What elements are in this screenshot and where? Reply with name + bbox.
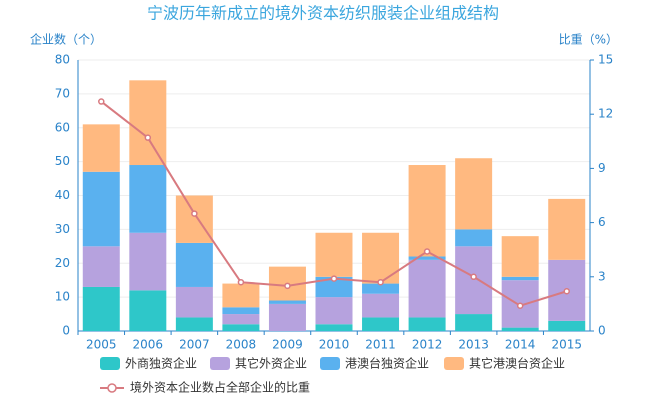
- bar-segment: [222, 324, 260, 331]
- x-tick-label: 2015: [551, 338, 582, 352]
- bar-segment: [82, 246, 120, 287]
- x-tick-label: 2009: [272, 338, 303, 352]
- bar-segment: [315, 232, 353, 277]
- y-tick-label: 0: [62, 324, 70, 338]
- line-point: [237, 278, 245, 286]
- bar-segment: [408, 165, 446, 257]
- bar-segment: [222, 283, 260, 308]
- legend-label: 其它外资企业: [235, 356, 307, 371]
- y-tick-label: 30: [55, 222, 70, 236]
- y-tick-label: 20: [55, 256, 70, 270]
- line-point: [330, 275, 338, 282]
- y-tick-label: 70: [55, 86, 70, 100]
- line-point: [423, 248, 431, 255]
- bar-segment: [82, 171, 120, 247]
- legend-swatch: [444, 357, 464, 370]
- line-point: [377, 278, 384, 286]
- bar-segment: [455, 229, 493, 247]
- bar-segment: [82, 124, 120, 172]
- bar-segment: [455, 314, 493, 331]
- line-point: [516, 302, 524, 309]
- bar-segment: [408, 317, 446, 331]
- x-tick-label: 2013: [458, 338, 489, 352]
- bar-segment: [268, 300, 306, 304]
- bar-segment: [362, 232, 400, 284]
- bar-segment: [362, 317, 400, 331]
- bar-segment: [315, 324, 353, 331]
- y2-tick-label: 9: [598, 161, 606, 175]
- bar-segment: [222, 307, 260, 315]
- bar-segment: [362, 293, 400, 318]
- bar-segment: [501, 327, 539, 331]
- legend-swatch: [210, 357, 230, 370]
- x-tick-label: 2006: [133, 338, 164, 352]
- line-point: [98, 98, 105, 105]
- x-tick-label: 2012: [412, 338, 443, 352]
- bar-segment: [129, 80, 167, 166]
- x-tick-label: 2005: [86, 338, 117, 352]
- y2-tick-label: 0: [598, 324, 606, 338]
- bar-segment: [268, 303, 306, 331]
- legend-swatch: [320, 357, 340, 370]
- bar-segment: [408, 256, 446, 260]
- bar-segment: [455, 158, 493, 230]
- y2-tick-label: 6: [598, 215, 606, 229]
- legend-marker: [107, 383, 117, 393]
- y-tick-label: 10: [55, 290, 70, 304]
- y-tick-label: 40: [55, 188, 70, 202]
- line-point: [563, 288, 570, 295]
- legend-label: 外商独资企业: [125, 356, 197, 371]
- bar-segment: [455, 246, 493, 315]
- bar-segment: [175, 317, 213, 331]
- bar-segment: [175, 286, 213, 318]
- x-tick-label: 2007: [179, 338, 210, 352]
- bar-segment: [408, 259, 446, 318]
- bar-segment: [315, 276, 353, 298]
- y-tick-label: 50: [55, 154, 70, 168]
- line-point: [470, 273, 477, 281]
- bar-segment: [222, 314, 260, 325]
- bar-segment: [315, 297, 353, 325]
- bar-segment: [362, 283, 400, 294]
- bar-segment: [548, 198, 586, 260]
- bar-segment: [175, 195, 213, 243]
- x-tick-label: 2008: [226, 338, 257, 352]
- legend-label: 其它港澳台资企业: [469, 356, 565, 371]
- legend-label: 港澳台独资企业: [345, 356, 429, 371]
- y2-tick-label: 15: [598, 53, 613, 67]
- y-axis-label: 企业数（个）: [30, 32, 102, 47]
- bar-segment: [129, 290, 167, 331]
- y-tick-label: 60: [55, 120, 70, 134]
- bar-segment: [501, 236, 539, 277]
- line-point: [284, 282, 291, 290]
- legend-swatch: [100, 357, 120, 370]
- y2-tick-label: 3: [598, 269, 606, 283]
- bar-segment: [129, 232, 167, 291]
- x-tick-label: 2011: [365, 338, 396, 352]
- bar-segment: [501, 276, 539, 281]
- y-tick-label: 80: [55, 53, 70, 67]
- line-point: [144, 134, 152, 141]
- bar-segment: [175, 242, 213, 287]
- line-point: [191, 210, 198, 217]
- y2-axis-label: 比重（%）: [559, 33, 618, 47]
- bar-segment: [129, 165, 167, 233]
- x-tick-label: 2014: [505, 338, 536, 352]
- x-tick-label: 2010: [319, 338, 350, 352]
- y2-tick-label: 12: [598, 107, 613, 121]
- bar-segment: [82, 286, 120, 331]
- bar-segment: [548, 320, 586, 331]
- chart-title: 宁波历年新成立的境外资本纺织服装企业组成结构: [147, 4, 499, 23]
- legend-label: 境外资本企业数占全部企业的比重: [130, 380, 310, 395]
